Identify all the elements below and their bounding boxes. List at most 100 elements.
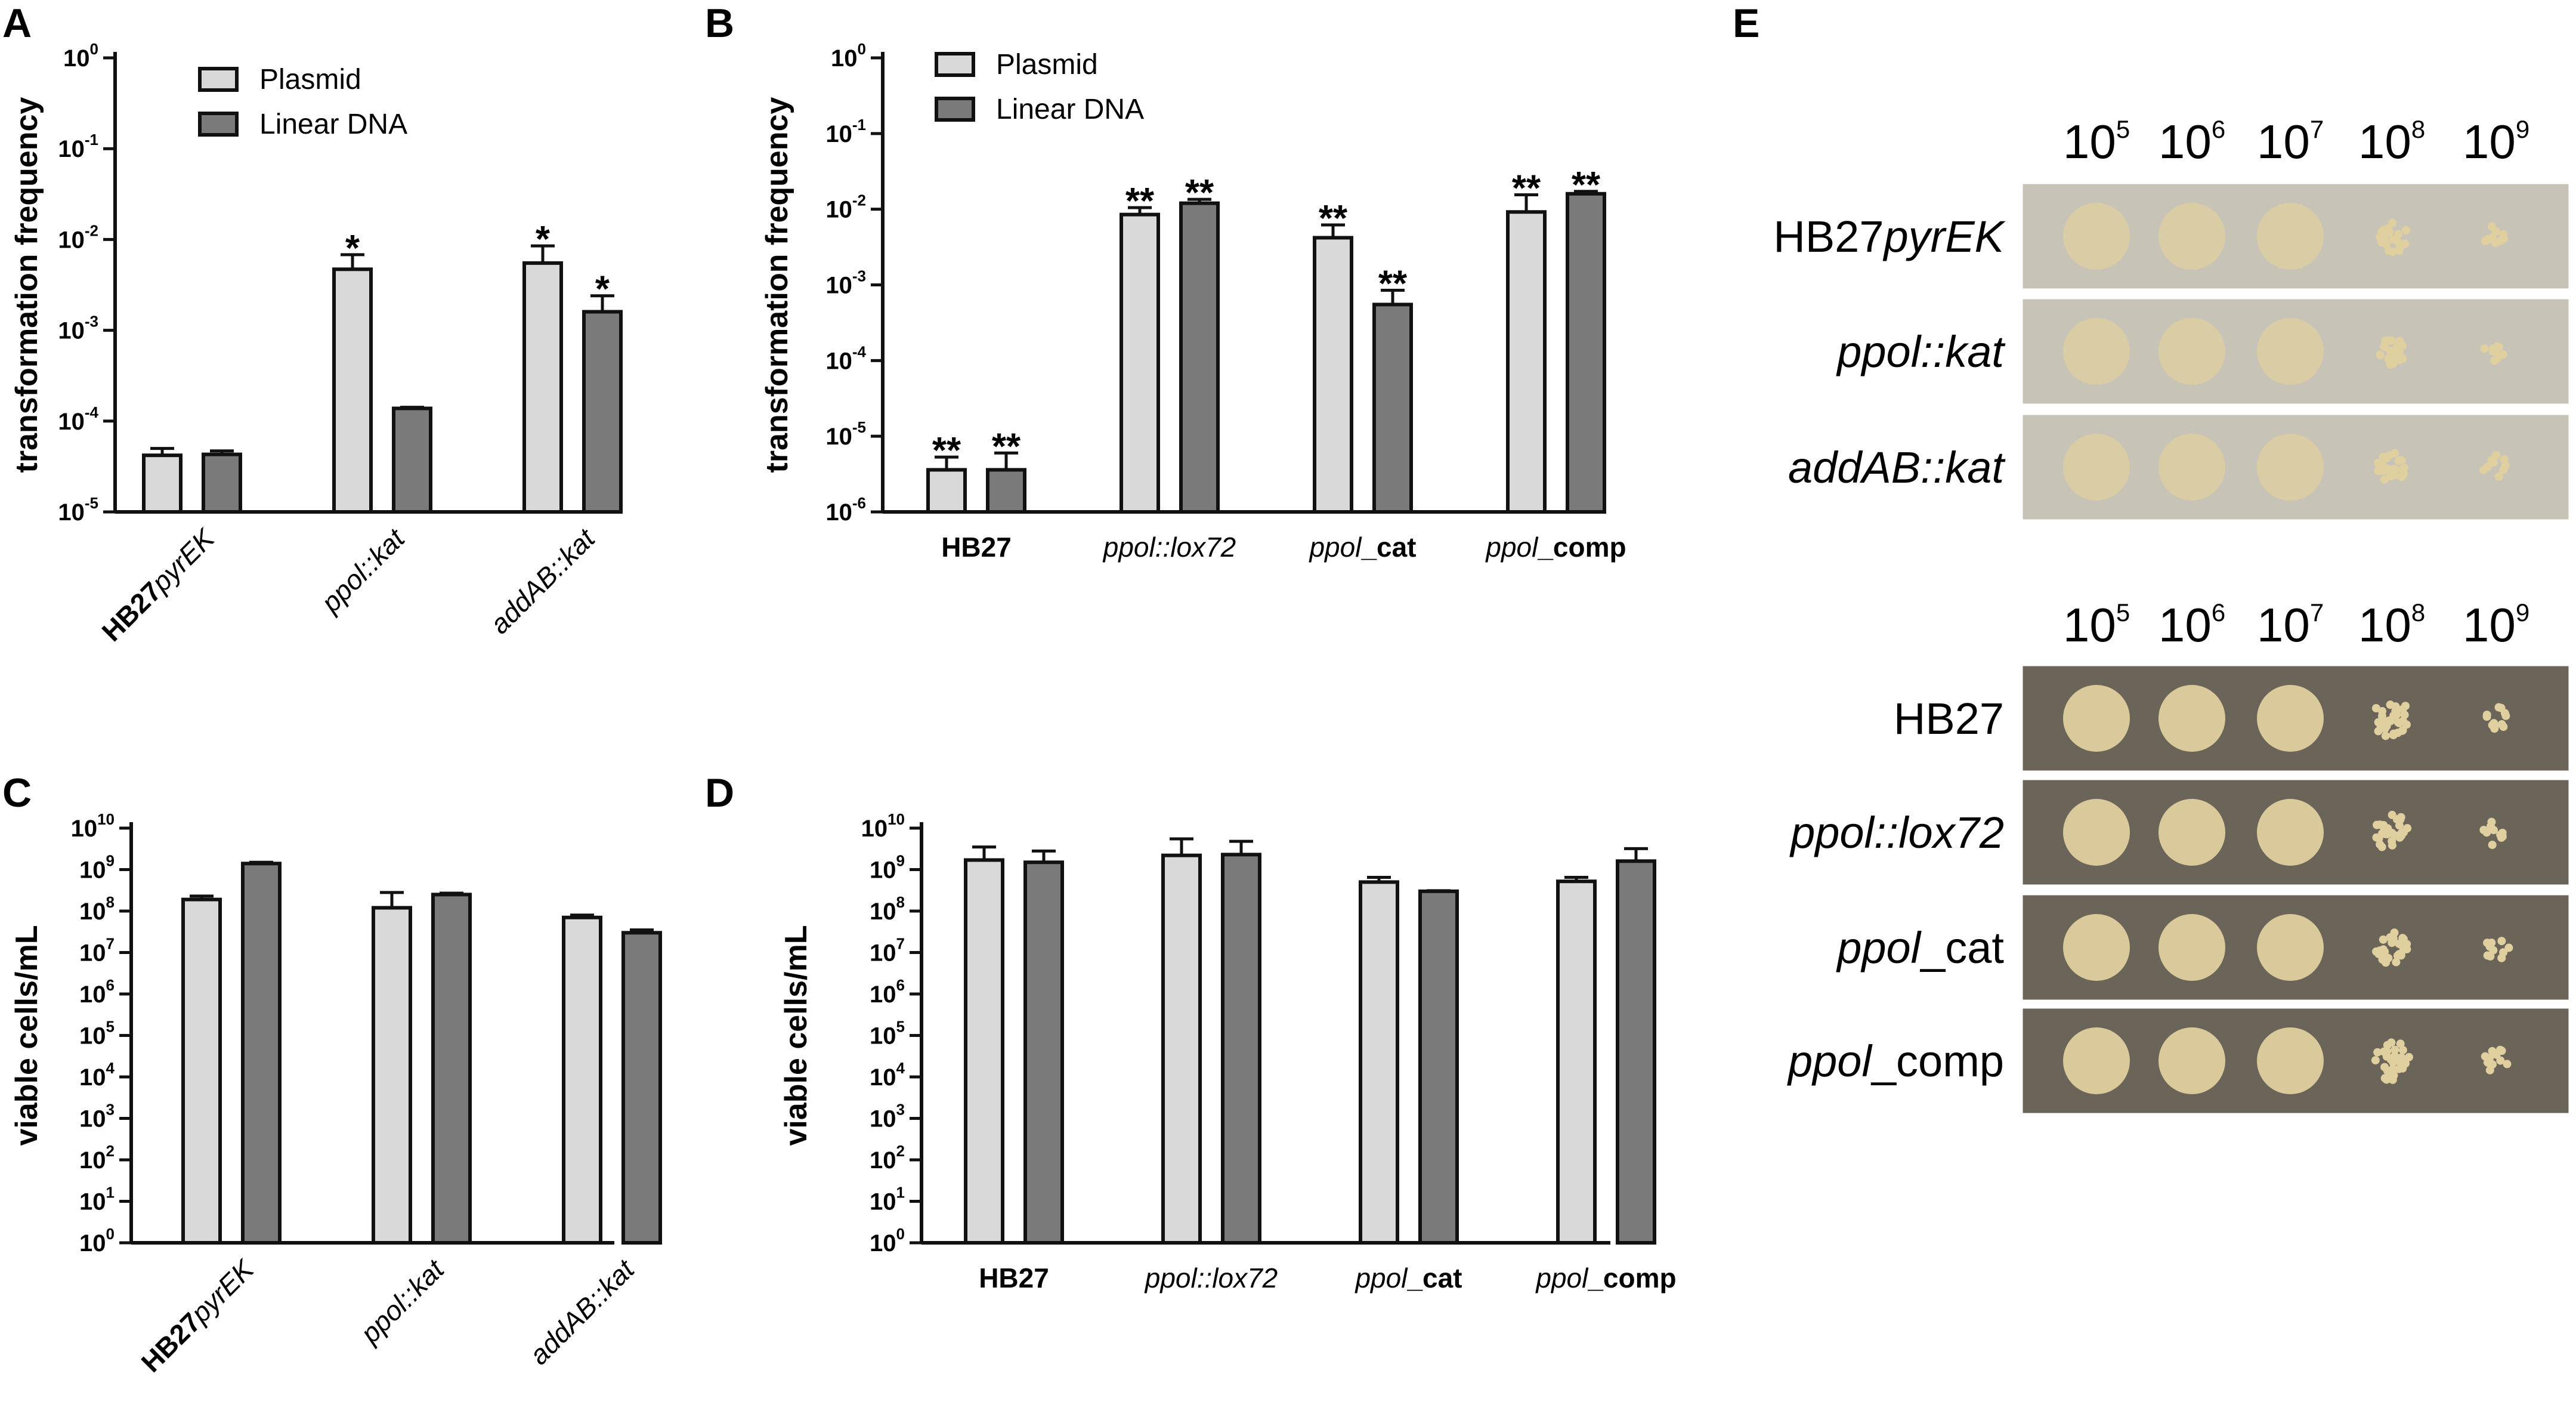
colony-dot xyxy=(2479,465,2488,474)
y-tick-base: 10 xyxy=(58,409,85,435)
colony-dot xyxy=(2374,834,2383,843)
y-tick-exponent: 3 xyxy=(106,1101,115,1119)
bar-linear-dna xyxy=(1221,853,1261,1245)
dilution-base: 10 xyxy=(2158,115,2212,168)
colony-dot xyxy=(2388,1056,2397,1065)
strain-label-part: pyrEK xyxy=(1882,212,2006,261)
y-tick-base: 10 xyxy=(861,816,888,842)
colony-dot xyxy=(2494,472,2503,481)
colony-dot xyxy=(2488,721,2497,730)
x-category-label-part: pyrEK xyxy=(184,1253,260,1329)
colony-dot xyxy=(2401,702,2410,711)
colony-dot xyxy=(2479,826,2488,835)
colony-spot xyxy=(2063,1027,2130,1094)
significance-marker: ** xyxy=(932,430,961,471)
y-axis-title: transformation frequency xyxy=(760,97,794,473)
legend-label: Plasmid xyxy=(996,49,1098,81)
y-tick-label: 101 xyxy=(870,1184,905,1215)
colony-dot xyxy=(2403,824,2412,833)
bar-plasmid xyxy=(562,915,602,1245)
colony-dot xyxy=(2396,815,2405,824)
y-tick-base: 10 xyxy=(870,981,896,1008)
colony-dot xyxy=(2491,238,2500,247)
bar-plasmid xyxy=(964,858,1004,1245)
colony-spot xyxy=(2063,203,2130,270)
colony-spot xyxy=(2257,799,2324,866)
y-tick-exponent: 5 xyxy=(896,1018,905,1036)
colony-dot xyxy=(2395,1064,2404,1073)
y-tick-base: 10 xyxy=(870,899,896,925)
bar-plasmid xyxy=(142,453,183,514)
y-tick-label: 10-4 xyxy=(825,342,866,374)
strain-label-part: ppol xyxy=(1787,1036,1873,1086)
colony-dot xyxy=(2389,359,2398,368)
x-category-label: HB27 xyxy=(941,532,1012,563)
y-tick-label: 109 xyxy=(79,852,115,884)
colony-dot xyxy=(2487,939,2496,947)
y-tick-base: 10 xyxy=(79,857,106,884)
legend-swatch xyxy=(935,97,975,122)
x-category-label: addAB::kat xyxy=(523,1253,641,1370)
y-tick-exponent: 2 xyxy=(106,1142,115,1160)
y-tick-base: 10 xyxy=(825,273,852,299)
colony-dot xyxy=(2499,465,2508,474)
dilution-label: 109 xyxy=(2463,598,2529,652)
y-tick-label: 107 xyxy=(870,935,905,967)
colony-dot xyxy=(2503,1060,2512,1069)
y-tick-label: 100 xyxy=(831,40,866,72)
colony-spot xyxy=(2063,799,2130,866)
bar-linear-dna xyxy=(1023,860,1064,1245)
bar-plasmid xyxy=(926,468,967,514)
dilution-exponent: 7 xyxy=(2310,115,2324,143)
bar-plasmid xyxy=(1556,879,1597,1245)
y-tick-exponent: 9 xyxy=(106,852,115,870)
colony-dot xyxy=(2488,1046,2497,1055)
y-tick-base: 10 xyxy=(825,197,852,223)
y-tick-base: 10 xyxy=(870,1189,896,1215)
bar-linear-dna xyxy=(582,310,623,514)
y-tick-exponent: 7 xyxy=(106,935,115,953)
colony-dot xyxy=(2373,1048,2382,1057)
colony-dot xyxy=(2374,458,2383,467)
colony-dot xyxy=(2394,230,2403,239)
x-category-label-part: HB27 xyxy=(941,532,1012,563)
y-tick-label: 103 xyxy=(79,1101,115,1132)
dilution-exponent: 9 xyxy=(2516,115,2529,143)
strain-label-part: HB27 xyxy=(1894,694,2004,743)
significance-marker: ** xyxy=(1512,168,1541,209)
strain-label-part: ppol::lox72 xyxy=(1789,808,2004,857)
x-category-label: ppol::lox72 xyxy=(1144,1262,1278,1293)
x-category-label: HB27pyrEK xyxy=(96,522,221,647)
y-tick-base: 10 xyxy=(79,1230,106,1257)
y-tick-label: 1010 xyxy=(71,810,115,842)
colony-dot xyxy=(2389,235,2398,244)
panel-letter: E xyxy=(1733,1,1759,46)
x-category-label: ppol_cat xyxy=(1308,532,1416,563)
y-tick-base: 10 xyxy=(870,940,896,967)
strain-label: HB27 xyxy=(1894,694,2004,743)
significance-marker: ** xyxy=(1125,181,1155,222)
colony-dot xyxy=(2497,1046,2506,1055)
bar-plasmid xyxy=(1359,880,1399,1245)
y-tick-exponent: -5 xyxy=(852,418,866,436)
x-category-label: ppol_comp xyxy=(1535,1262,1676,1293)
dilution-exponent: 5 xyxy=(2116,115,2130,143)
y-tick-base: 10 xyxy=(79,1106,106,1132)
colony-dot xyxy=(2500,455,2509,464)
colony-dot xyxy=(2498,230,2507,239)
y-tick-exponent: -2 xyxy=(85,221,98,239)
colony-dot xyxy=(2488,1060,2497,1069)
strain-label: addAB::kat xyxy=(1788,443,2006,492)
colony-dot xyxy=(2492,354,2501,363)
bar-plasmid xyxy=(332,267,373,514)
colony-dot xyxy=(2394,456,2403,465)
y-tick-base: 10 xyxy=(870,1023,896,1049)
dilution-base: 10 xyxy=(2358,598,2411,652)
colony-dot xyxy=(2404,1052,2413,1061)
x-category-label-part: ppol::lox72 xyxy=(1144,1262,1278,1293)
dilution-base: 10 xyxy=(2463,598,2516,652)
y-tick-exponent: 8 xyxy=(106,893,115,911)
colony-spot xyxy=(2257,1027,2324,1094)
colony-dot xyxy=(2383,1066,2392,1075)
colony-spot xyxy=(2158,318,2225,385)
